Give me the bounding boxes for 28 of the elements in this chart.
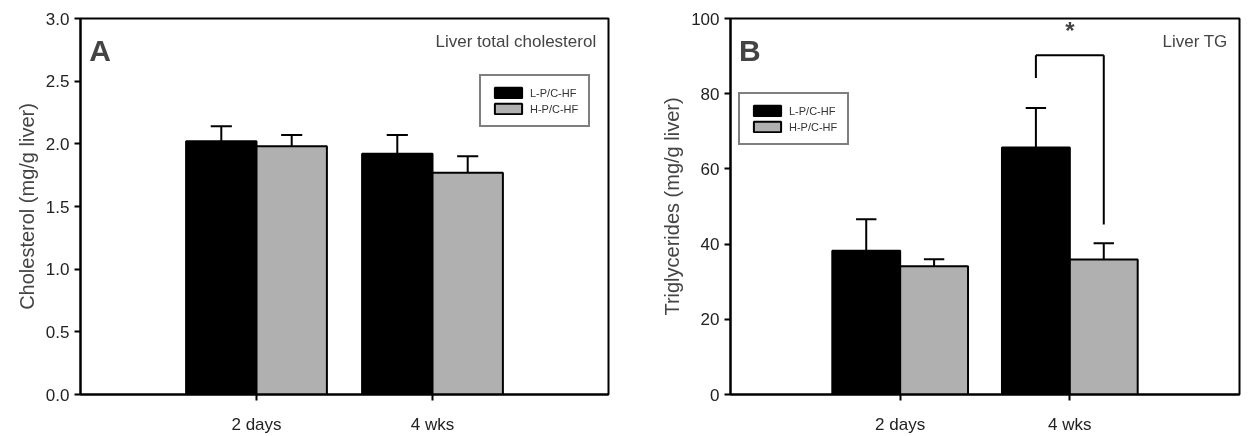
y-tick-label: 2.5 xyxy=(45,72,70,92)
legend-label: H-P/C-HF xyxy=(530,102,579,115)
legend-label: L-P/C-HF xyxy=(530,86,577,99)
x-tick-label: 4 wks xyxy=(410,414,455,434)
y-axis-title: Cholesterol (mg/g liver) xyxy=(15,103,38,310)
y-tick-label: 0.0 xyxy=(45,385,70,405)
y-tick-label: 0 xyxy=(710,385,720,405)
x-tick-label: 2 days xyxy=(875,414,926,434)
y-tick-label: 2.0 xyxy=(45,134,70,154)
y-tick-label: 80 xyxy=(700,84,720,104)
y-tick-label: 3.0 xyxy=(45,9,70,29)
legend-label: L-P/C-HF xyxy=(789,104,836,117)
x-tick-label: 2 days xyxy=(231,414,282,434)
y-tick-label: 1.0 xyxy=(45,260,70,280)
y-tick-label: 40 xyxy=(700,235,720,255)
annotation: Liver TG xyxy=(1162,31,1228,51)
annotation: Liver total cholesterol xyxy=(435,31,597,51)
annotation: A xyxy=(89,33,111,67)
y-tick-label: 20 xyxy=(700,310,720,330)
y-axis-title: Triglycerides (mg/g liver) xyxy=(661,97,684,316)
y-tick-label: 0.5 xyxy=(45,322,70,342)
legend-label: H-P/C-HF xyxy=(789,120,838,133)
y-tick-label: 100 xyxy=(691,9,720,29)
y-tick-label: 60 xyxy=(700,159,720,179)
annotation: * xyxy=(1065,17,1076,45)
annotation: B xyxy=(738,33,761,67)
y-tick-label: 1.5 xyxy=(45,197,70,217)
x-tick-label: 4 wks xyxy=(1048,414,1092,434)
